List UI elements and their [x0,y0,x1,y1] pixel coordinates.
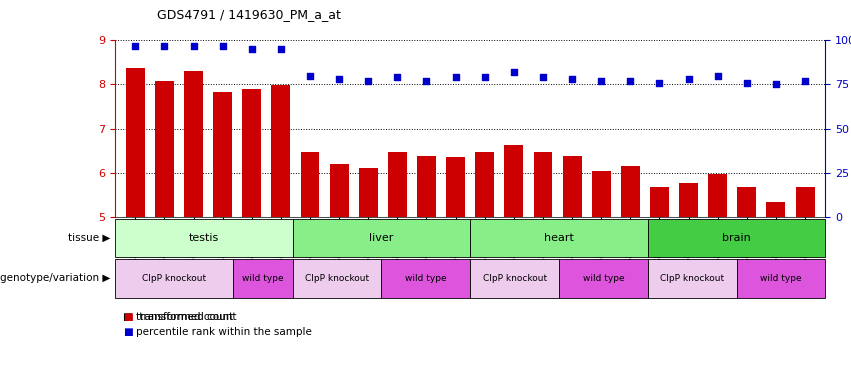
Point [798,78,812,84]
Text: testis: testis [189,233,219,243]
Bar [243,89,261,384]
Text: ClpP knockout: ClpP knockout [483,274,546,283]
Text: wild type: wild type [243,274,283,283]
Point [565,76,579,82]
Point [740,79,754,86]
Bar [359,167,378,384]
Text: GDS4791 / 1419630_PM_a_at: GDS4791 / 1419630_PM_a_at [157,8,341,21]
Text: heart: heart [544,233,574,243]
Bar [446,157,465,384]
Point [536,74,550,81]
Point [507,69,521,75]
Point [682,76,695,82]
Bar [621,166,640,384]
Bar [708,174,728,384]
Bar [796,187,814,384]
Text: wild type: wild type [405,274,447,283]
Point [186,43,200,49]
Point [478,74,492,81]
Point [769,81,783,88]
Bar [505,146,523,384]
Text: ■: ■ [123,312,133,322]
Bar [126,68,145,384]
Bar [329,164,349,384]
Bar [271,85,290,384]
Bar [475,152,494,384]
Bar [737,187,757,384]
Point [157,43,171,49]
Point [711,73,724,79]
Text: ClpP knockout: ClpP knockout [305,274,369,283]
Text: wild type: wild type [760,274,802,283]
Point [391,74,404,81]
Bar [767,202,785,384]
Bar [213,93,232,384]
Text: tissue ▶: tissue ▶ [68,233,111,243]
Bar [155,81,174,384]
Text: wild type: wild type [583,274,625,283]
Text: ■  transformed count: ■ transformed count [123,312,237,322]
Point [448,74,462,81]
Point [362,78,375,84]
Point [129,43,142,49]
Bar [650,187,669,384]
Text: ClpP knockout: ClpP knockout [142,274,206,283]
Point [216,43,230,49]
Bar [591,170,611,384]
Point [594,78,608,84]
Point [420,78,433,84]
Bar [534,152,552,384]
Bar [679,182,698,384]
Point [274,46,288,52]
Text: ClpP knockout: ClpP knockout [660,274,724,283]
Bar [388,152,407,384]
Point [653,79,666,86]
Bar [417,156,436,384]
Text: percentile rank within the sample: percentile rank within the sample [136,327,312,337]
Bar [563,156,581,384]
Text: transformed count: transformed count [136,312,233,322]
Bar [300,152,319,384]
Text: liver: liver [369,233,393,243]
Point [245,46,259,52]
Bar [184,71,203,384]
Text: ■: ■ [123,327,133,337]
Point [303,73,317,79]
Text: brain: brain [722,233,751,243]
Text: genotype/variation ▶: genotype/variation ▶ [0,273,111,283]
Point [333,76,346,82]
Point [624,78,637,84]
